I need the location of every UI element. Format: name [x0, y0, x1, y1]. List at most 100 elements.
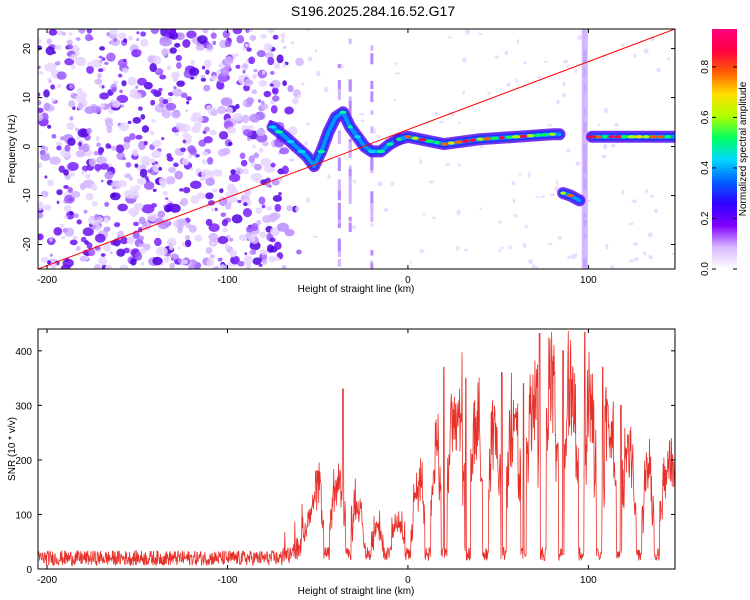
noise-speckle [206, 42, 213, 50]
noise-speckle [269, 83, 274, 87]
noise-speckle [174, 170, 184, 180]
noise-speckle [464, 29, 470, 35]
noise-speckle [182, 39, 191, 48]
noise-speckle [150, 158, 156, 164]
ridge-hotspot [505, 135, 513, 139]
noise-speckle [50, 84, 55, 90]
snr-panel: -200 -100 0 100 0 100 200 300 400 Height of stra… [7, 328, 676, 597]
noise-speckle [280, 33, 286, 38]
vertical-artifact [337, 259, 341, 267]
noise-speckle [257, 69, 267, 79]
noise-speckle [151, 150, 162, 159]
noise-speckle [246, 47, 252, 52]
noise-speckle [38, 113, 44, 122]
colorbar-tick-label: 0.8 [700, 60, 711, 74]
noise-speckle [47, 260, 52, 265]
ridge-hotspot [526, 134, 535, 138]
noise-speckle [258, 263, 263, 267]
noise-speckle [562, 59, 569, 64]
noise-speckle [236, 170, 241, 175]
ridge-hotspot [469, 138, 477, 142]
noise-speckle [49, 156, 61, 165]
noise-speckle [462, 90, 466, 95]
noise-speckle [196, 192, 206, 200]
noise-speckle [91, 105, 102, 114]
noise-speckle [170, 253, 179, 260]
noise-speckle [77, 141, 83, 147]
noise-speckle [43, 204, 52, 211]
noise-speckle [209, 129, 217, 136]
noise-speckle [127, 120, 132, 124]
noise-speckle [164, 197, 169, 201]
noise-speckle [220, 97, 233, 107]
noise-speckle [181, 259, 189, 265]
noise-speckle [205, 69, 210, 75]
noise-speckle [575, 161, 581, 166]
x-tick-label: -100 [217, 575, 237, 586]
x-tick-label: -100 [217, 275, 237, 286]
noise-speckle [201, 65, 206, 70]
noise-speckle [245, 29, 250, 34]
noise-speckle [56, 145, 62, 151]
noise-speckle [209, 241, 216, 246]
noise-speckle [556, 99, 560, 105]
noise-speckle [166, 65, 171, 71]
noise-speckle [633, 257, 639, 261]
noise-speckle [225, 203, 232, 210]
noise-speckle [239, 152, 246, 160]
noise-speckle [210, 110, 218, 117]
noise-speckle [562, 81, 566, 87]
noise-speckle [186, 100, 190, 105]
noise-speckle [149, 63, 157, 73]
noise-speckle [535, 266, 539, 269]
noise-speckle [241, 114, 250, 124]
noise-speckle [205, 247, 213, 255]
noise-speckle [113, 222, 120, 228]
ridge-hotspot [627, 135, 637, 139]
noise-speckle [184, 239, 192, 248]
noise-speckle [377, 181, 383, 187]
noise-speckle [235, 64, 241, 69]
noise-speckle [242, 69, 246, 74]
noise-speckle [535, 196, 540, 199]
noise-speckle [643, 251, 646, 256]
noise-speckle [57, 83, 62, 88]
noise-speckle [38, 92, 41, 97]
y-tick-label: 100 [15, 510, 32, 521]
noise-speckle [232, 29, 243, 35]
ridge-hotspot [433, 141, 440, 145]
noise-speckle [270, 212, 281, 220]
noise-speckle [205, 104, 212, 110]
noise-speckle [610, 143, 616, 148]
noise-speckle [167, 166, 177, 174]
snr-marks [37, 330, 676, 567]
noise-speckle [67, 186, 73, 193]
noise-speckle [605, 243, 609, 250]
noise-speckle [653, 208, 658, 214]
noise-speckle [44, 175, 48, 179]
noise-speckle [47, 179, 54, 187]
noise-speckle [261, 70, 266, 75]
noise-speckle [494, 55, 499, 59]
noise-speckle [210, 207, 215, 212]
noise-speckle [323, 86, 329, 93]
noise-speckle [51, 98, 56, 102]
noise-speckle [208, 232, 219, 241]
noise-speckle [159, 74, 167, 80]
x-tick-label: -200 [37, 575, 57, 586]
noise-speckle [289, 158, 295, 162]
noise-speckle [230, 255, 240, 265]
noise-speckle [235, 103, 240, 110]
noise-speckle [136, 38, 140, 42]
vertical-artifact [337, 218, 341, 229]
noise-speckle [95, 136, 100, 142]
noise-speckle [71, 91, 74, 95]
noise-speckle [123, 189, 136, 199]
noise-speckle [266, 205, 273, 211]
noise-speckle [282, 62, 286, 69]
noise-speckle [232, 196, 239, 202]
vertical-artifact [337, 247, 341, 258]
noise-speckle [218, 131, 229, 140]
noise-speckle [206, 156, 214, 165]
